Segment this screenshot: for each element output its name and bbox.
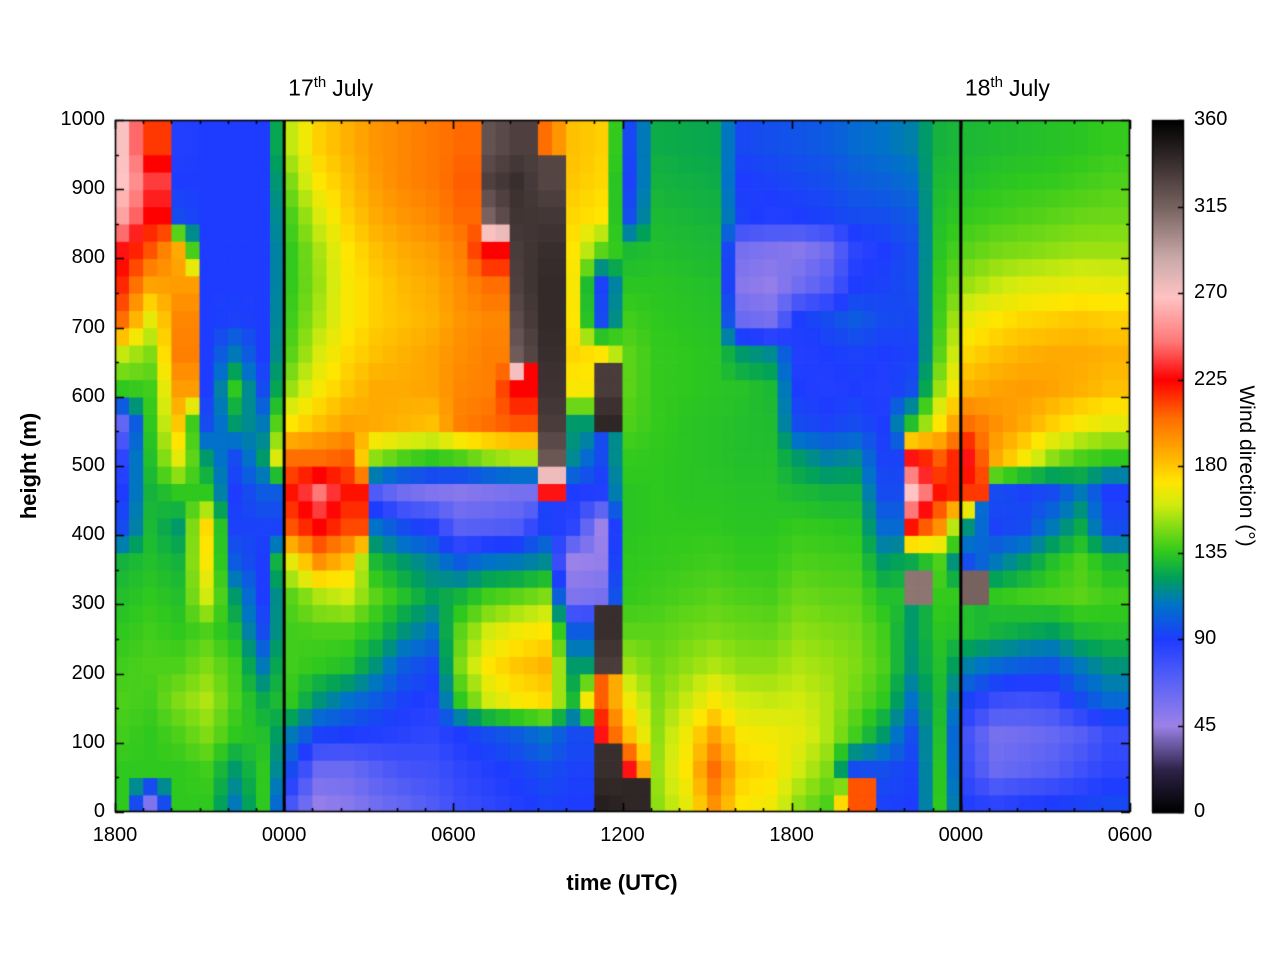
heatmap-canvas <box>0 0 1280 960</box>
